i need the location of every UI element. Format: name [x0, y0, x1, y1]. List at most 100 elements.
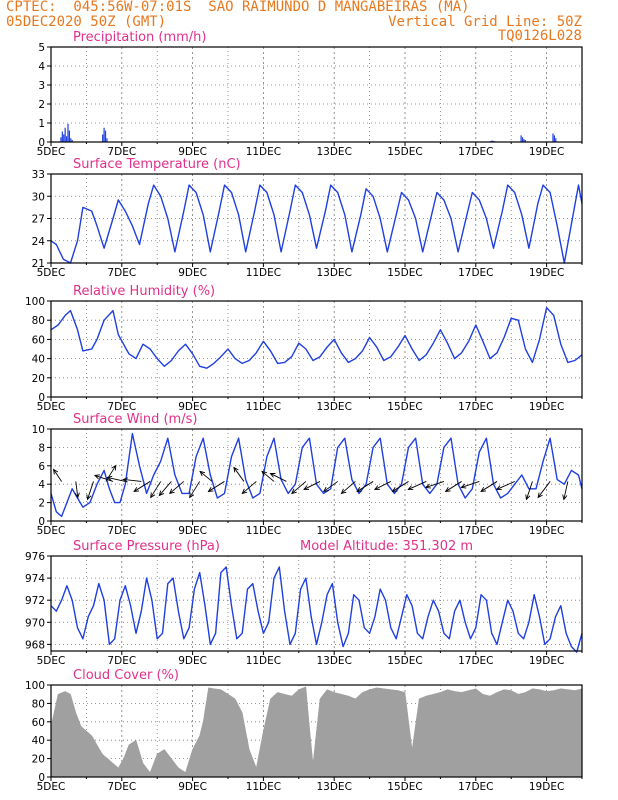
precip-bar	[67, 123, 69, 142]
precip-bar	[104, 130, 107, 142]
x-tick-label: 19DEC	[529, 401, 564, 413]
precip-bar	[555, 138, 557, 142]
x-tick-label: 7DEC	[107, 655, 136, 667]
y-tick-label: 80	[32, 698, 45, 710]
x-tick-label: 17DEC	[458, 781, 493, 793]
y-tick-label: 20	[32, 754, 45, 766]
precip-bar	[71, 140, 73, 142]
model-altitude-label: Model Altitude: 351.302 m	[300, 539, 473, 554]
panel-frame	[50, 684, 583, 778]
wind-arrow-head	[199, 470, 206, 477]
cloud-area	[50, 686, 583, 778]
y-tick-label: 0	[38, 772, 45, 784]
panel-title: Precipitation (mm/h)	[73, 30, 206, 45]
wind-line	[50, 432, 583, 518]
x-tick-label: 17DEC	[458, 146, 493, 158]
wind-arrow	[341, 481, 356, 494]
wind-arrow	[425, 481, 445, 488]
precip-bar	[60, 137, 62, 142]
wind-arrow-head	[391, 486, 398, 492]
x-tick-label: 7DEC	[107, 525, 136, 537]
wind-arrow	[303, 481, 321, 490]
wind-arrow	[53, 469, 62, 482]
wind-arrow	[150, 481, 162, 498]
wind-arrow-head	[241, 488, 248, 495]
x-tick-label: 7DEC	[107, 401, 136, 413]
wind-arrow-head	[207, 486, 214, 492]
wind-arrow	[526, 481, 533, 500]
y-tick-label: 100	[25, 680, 45, 692]
wind-arrow	[496, 481, 515, 490]
y-tick-label: 20	[32, 373, 45, 385]
precip-bar	[523, 139, 525, 142]
panel-frame	[50, 173, 583, 264]
header-model: TQ0126L028	[497, 28, 582, 44]
y-tick-label: 6	[38, 461, 45, 473]
wind-arrow-head	[53, 468, 59, 475]
precip-bar	[553, 135, 555, 142]
x-tick-label: 5DEC	[37, 267, 66, 279]
wind-arrow	[261, 471, 275, 482]
x-tick-label: 15DEC	[387, 401, 422, 413]
wind-arrow	[408, 481, 427, 490]
y-tick-label: 972	[25, 595, 45, 607]
y-tick-label: 40	[32, 354, 45, 366]
y-tick-label: 80	[32, 315, 45, 327]
wind-arrow	[199, 471, 213, 482]
y-tick-label: 40	[32, 735, 45, 747]
y-tick-label: 974	[25, 573, 45, 585]
wind-arrow-head	[537, 492, 543, 499]
precip-bar	[102, 134, 104, 142]
y-tick-label: 60	[32, 717, 45, 729]
temp-line	[50, 184, 583, 264]
x-tick-label: 9DEC	[178, 781, 207, 793]
wind-arrow-head	[233, 466, 239, 473]
x-tick-label: 5DEC	[37, 525, 66, 537]
x-tick-label: 9DEC	[178, 401, 207, 413]
y-tick-label: 24	[32, 236, 46, 248]
wind-arrow	[159, 481, 172, 496]
wind-arrow-head	[407, 485, 414, 491]
y-tick-label: 4	[38, 61, 45, 73]
header-station: CPTEC: 045:56W-07:01S SAO RAIMUNDO D MAN…	[6, 0, 470, 15]
x-tick-label: 11DEC	[246, 655, 281, 667]
wind-arrow-head	[111, 464, 117, 471]
panel-wind: 0 2 4 6 8 10 5DEC 7DEC 9DEC 11DEC 13DEC 15DEC 17DEC 1…	[32, 412, 583, 537]
wind-arrow	[563, 481, 569, 500]
x-tick-label: 7DEC	[107, 781, 136, 793]
precip-bar	[491, 140, 493, 142]
header-run-date: 05DEC2020 50Z (GMT)	[6, 14, 167, 30]
wind-arrow	[270, 473, 287, 482]
wind-arrow	[392, 481, 409, 492]
x-tick-label: 13DEC	[316, 146, 351, 158]
wind-arrow	[480, 481, 498, 492]
wind-arrow-head	[86, 494, 92, 501]
wind-arrow	[189, 481, 201, 498]
wind-arrow-head	[261, 470, 267, 477]
precip-bar	[520, 135, 522, 142]
x-tick-label: 15DEC	[387, 146, 422, 158]
wind-arrow	[123, 478, 142, 482]
y-tick-label: 60	[32, 334, 45, 346]
wind-arrow-head	[562, 494, 568, 501]
x-tick-label: 13DEC	[316, 401, 351, 413]
x-tick-label: 9DEC	[178, 655, 207, 667]
panel-frame	[50, 46, 583, 143]
x-tick-label: 13DEC	[316, 267, 351, 279]
x-tick-label: 7DEC	[107, 146, 136, 158]
y-tick-label: 976	[25, 551, 45, 563]
wind-arrow-head	[444, 486, 451, 492]
y-tick-label: 8	[38, 442, 45, 454]
x-tick-label: 17DEC	[458, 525, 493, 537]
wind-arrow-head	[525, 494, 531, 501]
y-tick-label: 10	[32, 424, 45, 436]
y-tick-label: 30	[32, 191, 45, 203]
x-tick-label: 15DEC	[387, 781, 422, 793]
precip-bar	[521, 137, 524, 142]
wind-arrow-head	[356, 486, 363, 492]
wind-arrow-head	[93, 474, 100, 480]
y-tick-label: 2	[38, 99, 45, 111]
wind-arrow-head	[460, 483, 467, 489]
y-tick-label: 0	[38, 392, 45, 404]
